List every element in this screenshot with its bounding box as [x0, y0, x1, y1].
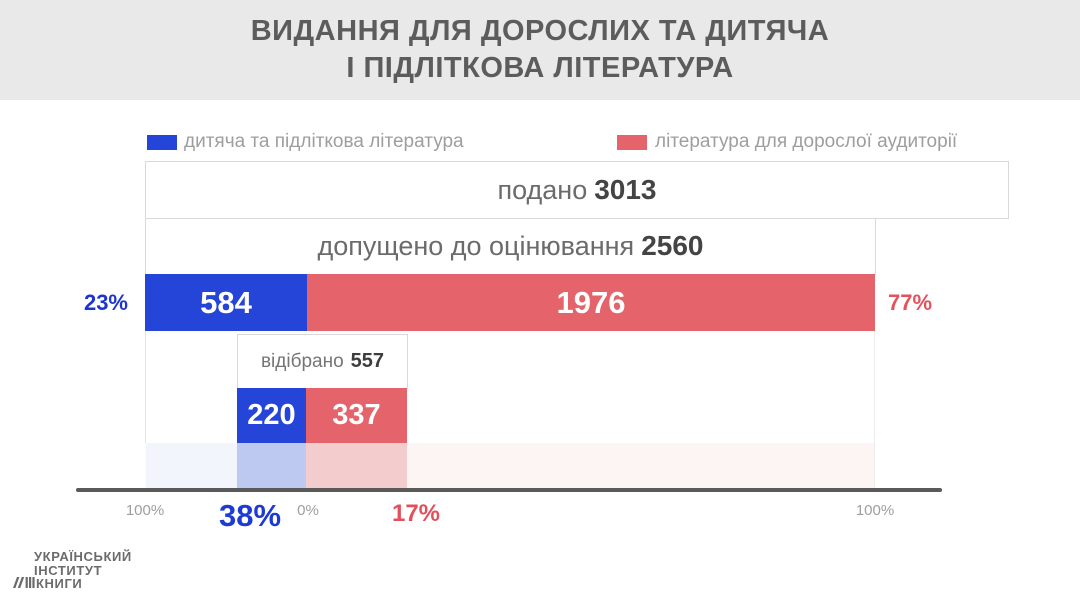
legend-swatch-adults-icon	[617, 135, 647, 150]
stage-selected-label: відібрано	[260, 351, 344, 372]
bar-admitted-children: 584	[145, 274, 307, 331]
bar-selected-children-value: 220	[247, 399, 296, 431]
axis-tick-100-right: 100%	[855, 502, 895, 519]
book-spines-logo-icon	[13, 577, 35, 591]
stage-submitted-value: 3013	[594, 174, 657, 205]
axis-label-children-selected-pct: 38%	[218, 498, 282, 533]
x-axis-line	[76, 488, 942, 492]
admitted-adults-percent-label: 77%	[888, 290, 933, 315]
legend-adults-label: література для дорослої аудиторії	[655, 131, 958, 152]
shade-children-selected	[237, 443, 306, 489]
shade-adults-selected	[306, 443, 407, 489]
bar-selected-adults: 337	[306, 388, 407, 443]
header-band: ВИДАННЯ ДЛЯ ДОРОСЛИХ ТА ДИТЯЧА І ПІДЛІТК…	[0, 0, 1080, 100]
shade-children-remainder	[146, 443, 237, 489]
bar-selected-adults-value: 337	[332, 399, 381, 431]
stage-submitted-label: подано	[497, 175, 588, 205]
stage-admitted-label: допущено до оцінювання	[317, 231, 635, 261]
admitted-children-percent-label: 23%	[83, 290, 128, 315]
stage-admitted-value: 2560	[641, 230, 704, 261]
page-title-line1: ВИДАННЯ ДЛЯ ДОРОСЛИХ ТА ДИТЯЧА	[250, 15, 830, 47]
stage-admitted-box: допущено до оцінювання 2560	[145, 218, 876, 275]
stage-selected-value: 557	[350, 350, 385, 372]
axis-tick-100-left: 100%	[125, 502, 165, 519]
logo-line2: ІНСТИТУТ	[34, 562, 103, 578]
legend-children-label: дитяча та підліткова література	[184, 131, 464, 152]
ukrainian-book-institute-logo: УКРАЇНСЬКИЙ ІНСТИТУТ КНИГИ	[13, 550, 132, 591]
bar-selected-children: 220	[237, 388, 306, 443]
bar-admitted-adults-value: 1976	[556, 285, 626, 320]
stage-selected-box: відібрано 557	[237, 334, 408, 389]
bar-admitted-children-value: 584	[200, 285, 252, 320]
axis-tick-0: 0%	[297, 502, 319, 519]
logo-line1: УКРАЇНСЬКИЙ	[34, 549, 132, 564]
legend-swatch-children-icon	[147, 135, 177, 150]
right-gridline	[874, 331, 875, 489]
page-title-line2: І ПІДЛІТКОВА ЛІТЕРАТУРА	[346, 52, 734, 84]
left-gridline	[145, 331, 146, 443]
stage-submitted-box: подано 3013	[145, 161, 1009, 219]
bar-admitted-adults: 1976	[307, 274, 875, 331]
axis-label-adults-selected-pct: 17%	[391, 500, 441, 527]
shade-adults-remainder	[407, 443, 874, 489]
logo-line3: КНИГИ	[36, 576, 83, 591]
